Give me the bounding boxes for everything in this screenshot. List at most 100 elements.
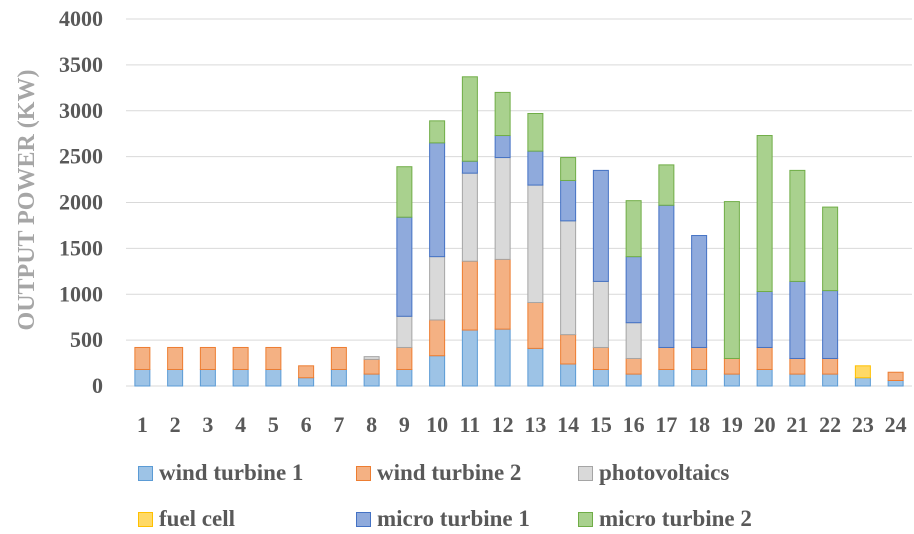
y-tick-label: 4000 xyxy=(59,6,103,31)
bar-segment xyxy=(658,346,675,370)
legend-item: wind turbine 1 xyxy=(138,460,303,486)
bar-segment xyxy=(461,260,478,331)
chart-legend: wind turbine 1 wind turbine 2 photovoltaic… xyxy=(0,452,914,534)
x-tick-label: 2 xyxy=(170,412,181,437)
x-tick-label: 23 xyxy=(852,412,874,437)
bar-segment xyxy=(723,373,740,387)
bar-segment xyxy=(461,160,478,174)
x-tick-label: 20 xyxy=(754,412,776,437)
bar-segment xyxy=(625,200,642,258)
bar-segment xyxy=(560,334,577,365)
bar-segment xyxy=(887,379,904,387)
bar-segment xyxy=(887,371,904,381)
bar-segment xyxy=(494,135,511,159)
bar-segment xyxy=(330,346,347,370)
x-tick-label: 16 xyxy=(623,412,645,437)
y-tick-label: 0 xyxy=(92,373,103,398)
bar-segment xyxy=(396,166,413,218)
bar-segment xyxy=(625,357,642,375)
bar-segment xyxy=(167,368,184,387)
bar-segment xyxy=(854,365,871,379)
x-tick-label: 17 xyxy=(655,412,677,437)
bar-segment xyxy=(429,120,446,144)
x-tick-label: 6 xyxy=(301,412,312,437)
bar-segment xyxy=(560,220,577,336)
bar-segment xyxy=(199,368,216,387)
bar-segment xyxy=(265,346,282,370)
x-tick-label: 13 xyxy=(524,412,546,437)
bar-segment xyxy=(265,368,282,387)
x-tick-label: 15 xyxy=(590,412,612,437)
bar-segment xyxy=(658,164,675,206)
legend-swatch xyxy=(578,465,593,481)
bar-segment xyxy=(527,184,544,304)
bar-segment xyxy=(298,377,315,387)
bar-segment xyxy=(494,91,511,137)
bar-segment xyxy=(789,169,806,282)
x-tick-label: 4 xyxy=(235,412,246,437)
x-tick-label: 3 xyxy=(202,412,213,437)
y-tick-label: 3000 xyxy=(59,98,103,123)
bar-segment xyxy=(461,76,478,162)
y-axis-ticks: 0 500 1000 1500 2000 2500 3000 3500 4000 xyxy=(59,6,103,398)
y-tick-label: 1500 xyxy=(59,235,103,260)
x-axis-ticks: 1 2 3 4 5 6 7 8 9 10 11 12 13 14 15 16 17 18 19 20 21 22 23 24 xyxy=(137,412,907,437)
bar-segment xyxy=(822,357,839,375)
legend-label: wind turbine 2 xyxy=(377,460,522,485)
x-tick-label: 21 xyxy=(786,412,808,437)
x-tick-label: 14 xyxy=(557,412,579,437)
series-photovoltaics xyxy=(363,157,642,360)
bar-segment xyxy=(461,329,478,387)
bar-segment xyxy=(854,377,871,387)
x-tick-label: 11 xyxy=(459,412,480,437)
bar-segment xyxy=(298,365,315,379)
bar-segment xyxy=(592,280,609,348)
bar-segment xyxy=(560,179,577,222)
bar-segment xyxy=(592,169,609,282)
x-tick-label: 1 xyxy=(137,412,148,437)
x-tick-label: 22 xyxy=(819,412,841,437)
legend-label: photovoltaics xyxy=(599,460,730,485)
x-tick-label: 9 xyxy=(399,412,410,437)
bar-series-group xyxy=(134,76,904,387)
legend-label: fuel cell xyxy=(159,506,235,531)
x-tick-label: 8 xyxy=(366,412,377,437)
bar-segment xyxy=(527,150,544,186)
bar-segment xyxy=(363,356,380,360)
bar-segment xyxy=(396,216,413,317)
bar-segment xyxy=(363,358,380,375)
series-micro-turbine-1 xyxy=(396,135,839,359)
y-tick-label: 1000 xyxy=(59,281,103,306)
y-axis-label: OUTPUT POWER (KW) xyxy=(14,70,40,331)
legend-item: fuel cell xyxy=(138,506,235,532)
bar-segment xyxy=(199,346,216,370)
bar-segment xyxy=(527,347,544,387)
x-tick-label: 7 xyxy=(333,412,344,437)
bar-segment xyxy=(363,373,380,387)
bar-segment xyxy=(723,201,740,359)
bar-segment xyxy=(429,355,446,387)
series-micro-turbine-2 xyxy=(396,76,839,359)
series-wind-turbine-2 xyxy=(134,258,904,381)
bar-segment xyxy=(396,368,413,387)
x-tick-label: 24 xyxy=(885,412,907,437)
legend-swatch xyxy=(578,511,593,527)
bar-segment xyxy=(527,113,544,152)
legend-item: micro turbine 1 xyxy=(356,506,530,532)
bar-segment xyxy=(429,142,446,258)
bar-segment xyxy=(822,290,839,359)
legend-swatch xyxy=(356,511,371,527)
bar-segment xyxy=(527,302,544,349)
bar-segment xyxy=(461,172,478,262)
y-tick-label: 3500 xyxy=(59,52,103,77)
y-tick-label: 2500 xyxy=(59,144,103,169)
bar-segment xyxy=(691,235,708,348)
gridlines xyxy=(126,18,912,387)
bar-segment xyxy=(756,290,773,348)
legend-swatch xyxy=(138,465,153,481)
bar-segment xyxy=(592,346,609,370)
bar-segment xyxy=(429,256,446,321)
x-tick-label: 10 xyxy=(426,412,448,437)
bar-segment xyxy=(789,373,806,387)
